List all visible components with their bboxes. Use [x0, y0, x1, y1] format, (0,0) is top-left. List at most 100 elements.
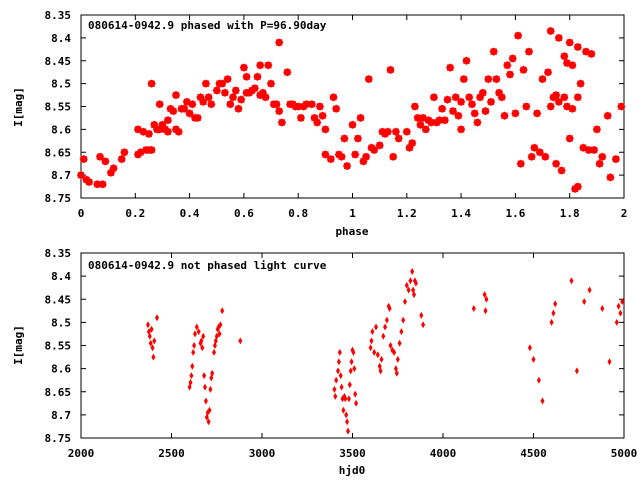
- data-point: [146, 321, 150, 329]
- data-point: [320, 124, 330, 134]
- data-point: [189, 372, 194, 380]
- data-point: [242, 72, 252, 82]
- data-point: [368, 344, 373, 352]
- data-point: [341, 406, 346, 414]
- data-point: [559, 92, 569, 102]
- data-point: [353, 390, 358, 398]
- data-point: [346, 427, 350, 435]
- data-point: [336, 358, 341, 366]
- data-point: [187, 99, 197, 109]
- data-point: [163, 115, 173, 125]
- data-point: [191, 348, 196, 356]
- y-tick-label: 8.4: [51, 270, 71, 283]
- data-point: [261, 92, 271, 102]
- data-point: [527, 344, 532, 352]
- x-tick-label: 2: [621, 207, 628, 220]
- data-point: [540, 397, 545, 405]
- data-point: [296, 113, 306, 123]
- x-tick-label: 3500: [339, 447, 366, 460]
- x-tick-label: 0.2: [125, 207, 145, 220]
- data-point: [346, 395, 351, 403]
- data-point: [445, 63, 455, 73]
- data-point: [565, 38, 575, 47]
- y-tick-label: 8.5: [51, 78, 71, 91]
- data-point: [223, 74, 233, 84]
- data-point: [546, 102, 556, 111]
- data-point: [546, 26, 556, 36]
- data-point: [203, 383, 207, 391]
- y-tick-label: 8.5: [51, 316, 71, 329]
- chart-title: 080614-0942.9 phased with P=96.90day: [88, 19, 327, 32]
- data-point: [234, 104, 243, 114]
- x-tick-label: 4500: [520, 447, 547, 460]
- x-tick-label: 0: [78, 207, 85, 220]
- data-point: [119, 147, 129, 157]
- data-point: [231, 86, 241, 95]
- x-tick-label: 1.2: [397, 207, 417, 220]
- data-point: [171, 90, 181, 100]
- data-point: [470, 108, 480, 118]
- data-point: [399, 328, 404, 336]
- data-point: [339, 383, 344, 391]
- data-point: [611, 154, 621, 164]
- data-point: [540, 152, 550, 162]
- data-point: [397, 339, 402, 347]
- data-point: [220, 307, 225, 315]
- data-point: [462, 56, 471, 66]
- data-point: [508, 54, 518, 63]
- data-points: [76, 26, 626, 194]
- data-point: [383, 323, 388, 331]
- data-point: [326, 154, 336, 164]
- data-point: [312, 118, 322, 127]
- y-tick-label: 8.65: [45, 386, 72, 399]
- data-point: [483, 307, 488, 315]
- data-point: [483, 74, 493, 84]
- x-tick-label: 2000: [68, 447, 95, 460]
- x-tick-label: 1.4: [451, 207, 471, 220]
- data-point: [315, 102, 325, 111]
- axis-ticks: 0 0.2 0.4 0.6 0.8 1 1.2 1.4 1.6 1.8 2 8.35 8.4 8.45 8.…: [45, 9, 628, 220]
- data-point: [338, 372, 343, 380]
- data-point: [538, 74, 547, 84]
- x-tick-label: 1.6: [505, 207, 525, 220]
- data-point: [491, 74, 501, 84]
- data-point: [190, 362, 195, 370]
- data-point: [238, 337, 243, 345]
- data-point: [348, 367, 353, 375]
- data-point: [582, 298, 587, 306]
- data-point: [419, 311, 424, 319]
- data-point: [395, 355, 400, 363]
- data-point: [379, 355, 384, 363]
- data-point: [334, 376, 339, 384]
- data-point: [543, 67, 553, 77]
- data-point: [459, 74, 469, 84]
- data-point: [212, 86, 222, 95]
- data-point: [168, 106, 178, 116]
- data-point: [277, 118, 287, 127]
- data-point: [84, 177, 94, 187]
- data-point: [502, 60, 512, 70]
- data-point: [236, 95, 246, 105]
- data-point: [255, 60, 265, 70]
- data-point: [339, 134, 349, 143]
- data-point: [250, 83, 260, 93]
- data-point: [364, 74, 374, 84]
- data-point: [531, 355, 536, 363]
- data-point: [274, 38, 284, 47]
- data-point: [381, 332, 386, 340]
- data-point: [151, 353, 156, 361]
- data-point: [429, 92, 439, 102]
- data-point: [375, 140, 385, 150]
- data-point: [347, 381, 352, 389]
- data-point: [567, 104, 577, 114]
- data-point: [318, 111, 328, 121]
- data-point: [600, 305, 605, 312]
- y-tick-label: 8.55: [45, 101, 72, 114]
- data-point: [549, 318, 554, 326]
- data-point: [597, 152, 607, 162]
- data-point: [212, 348, 216, 356]
- x-tick-label: 5000: [611, 447, 638, 460]
- data-point: [193, 330, 197, 338]
- data-point: [554, 33, 564, 43]
- data-point: [336, 367, 340, 375]
